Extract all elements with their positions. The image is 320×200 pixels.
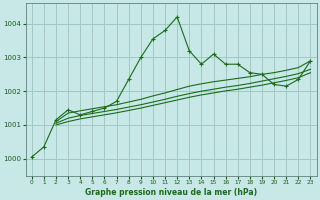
X-axis label: Graphe pression niveau de la mer (hPa): Graphe pression niveau de la mer (hPa) bbox=[85, 188, 257, 197]
